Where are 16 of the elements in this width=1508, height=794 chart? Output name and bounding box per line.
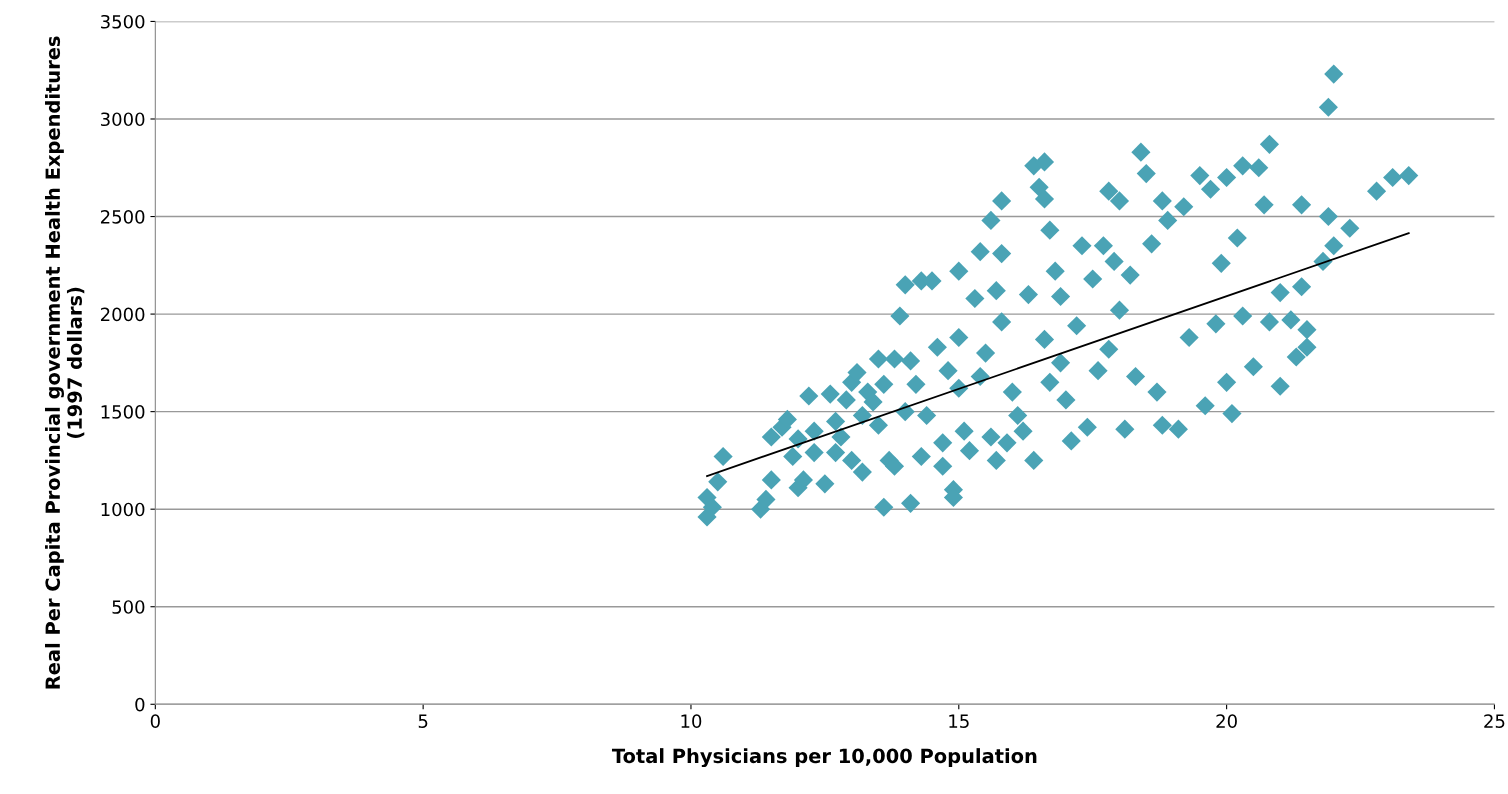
y-tick-label: 0 bbox=[135, 697, 145, 712]
y-tick-label: 1500 bbox=[101, 405, 145, 419]
x-tick-label: 25 bbox=[1484, 714, 1505, 728]
y-tick-label: 3500 bbox=[101, 14, 145, 29]
x-axis-title: Total Physicians per 10,000 Population bbox=[611, 748, 1037, 768]
x-tick-label: 20 bbox=[1216, 714, 1237, 728]
x-tick-label: 5 bbox=[418, 714, 428, 728]
y-axis-title: Real Per Capita Provincial government Health Expenditures (1997 dollars) bbox=[45, 36, 85, 689]
y-tick-label: 2500 bbox=[100, 209, 145, 224]
x-tick-label: 15 bbox=[949, 714, 969, 728]
y-tick-label: 3000 bbox=[101, 112, 145, 127]
x-tick-label: 0 bbox=[150, 714, 160, 728]
x-tick-label: 10 bbox=[681, 714, 702, 728]
y-tick-label: 2000 bbox=[100, 307, 145, 322]
y-tick-label: 500 bbox=[112, 600, 145, 614]
y-tick-label: 1000 bbox=[101, 502, 145, 517]
